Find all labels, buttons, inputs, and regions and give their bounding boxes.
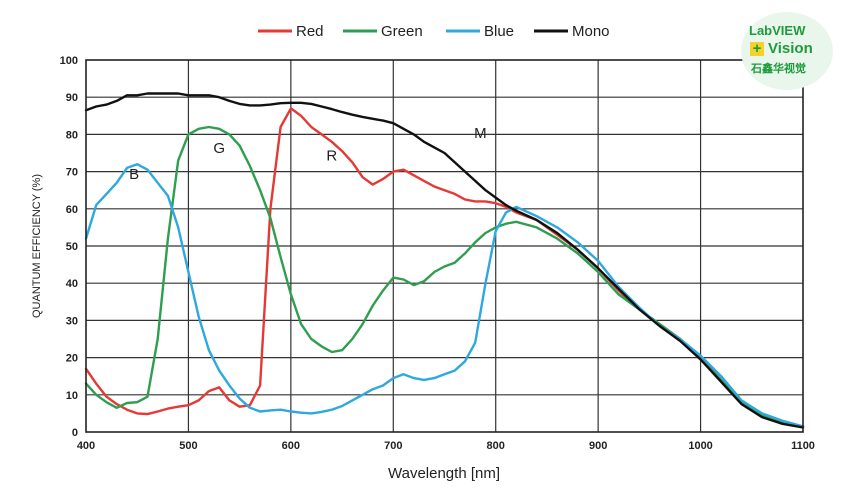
watermark-line2: Vision <box>768 40 813 57</box>
plus-icon: + <box>750 41 764 56</box>
tick-labels: 400 500 600 700 800 900 1000 1100 0 10 20 30 40 50 60 7… <box>60 55 815 452</box>
y-tick-label: 50 <box>66 241 78 253</box>
y-tick-label: 10 <box>66 390 78 402</box>
y-tick-label: 70 <box>66 167 78 179</box>
legend: Red Green Blue Mono <box>258 23 610 40</box>
x-tick-label: 900 <box>589 440 607 452</box>
watermark-logo: LabVIEW + Vision 石鑫华视觉 <box>741 12 833 90</box>
series-tag-red: R <box>326 147 337 164</box>
x-tick-label: 700 <box>384 440 402 452</box>
x-tick-label: 1000 <box>688 440 712 452</box>
legend-label-green: Green <box>381 23 423 40</box>
x-tick-label: 1100 <box>791 440 815 452</box>
watermark-line1: LabVIEW <box>749 23 806 38</box>
watermark-line3: 石鑫华视觉 <box>751 63 806 75</box>
series-line-blue <box>84 163 805 428</box>
y-tick-label: 20 <box>66 353 78 365</box>
y-tick-label: 90 <box>66 92 78 104</box>
series-layer <box>84 92 805 429</box>
series-line-mono <box>84 92 805 429</box>
y-tick-label: 80 <box>66 129 78 141</box>
y-axis-title: QUANTUM EFFICIENCY (%) <box>31 174 43 318</box>
y-tick-label: 60 <box>66 204 78 216</box>
legend-label-blue: Blue <box>484 23 514 40</box>
plot-frame <box>85 59 804 433</box>
series-tag-mono: M <box>474 125 487 142</box>
x-tick-label: 800 <box>487 440 505 452</box>
grid <box>86 60 803 432</box>
legend-label-mono: Mono <box>572 23 610 40</box>
series-line-green <box>84 125 805 428</box>
x-tick-label: 400 <box>77 440 95 452</box>
y-tick-label: 0 <box>72 427 78 439</box>
series-tag-blue: B <box>129 166 139 183</box>
legend-label-red: Red <box>296 23 324 40</box>
series-tag-green: G <box>213 140 225 157</box>
series-tags: R G B M <box>129 125 486 183</box>
x-axis-title: Wavelength [nm] <box>388 465 500 482</box>
y-tick-label: 100 <box>60 55 78 67</box>
x-tick-label: 600 <box>282 440 300 452</box>
x-tick-label: 500 <box>179 440 197 452</box>
y-tick-label: 30 <box>66 315 78 327</box>
y-tick-label: 40 <box>66 278 78 290</box>
